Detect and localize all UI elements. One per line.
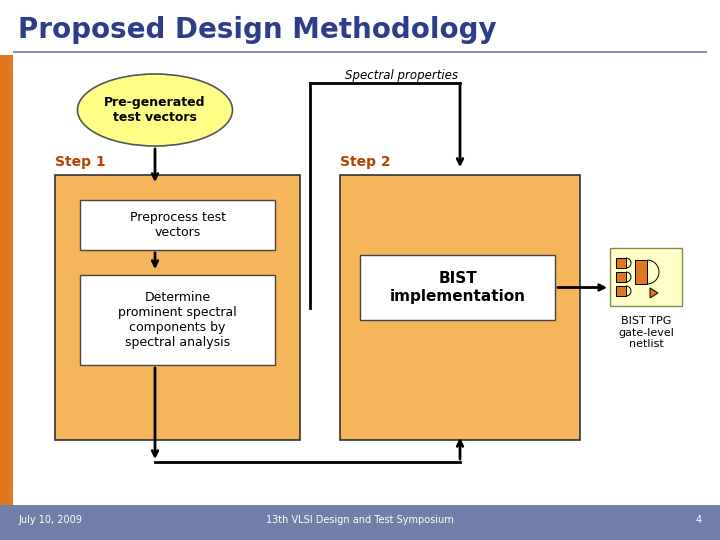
Text: July 10, 2009: July 10, 2009 — [18, 515, 82, 525]
Text: Spectral properties: Spectral properties — [345, 69, 458, 82]
Text: Step 2: Step 2 — [340, 155, 391, 169]
Bar — [340, 175, 580, 440]
Text: Determine
prominent spectral
components by
spectral analysis: Determine prominent spectral components … — [118, 291, 237, 349]
Ellipse shape — [78, 74, 233, 146]
Text: Proposed Design Methodology: Proposed Design Methodology — [18, 16, 497, 44]
Bar — [616, 286, 626, 296]
Text: BIST
implementation: BIST implementation — [390, 271, 526, 303]
Bar — [0, 55, 13, 510]
Text: Pre-generated
test vectors: Pre-generated test vectors — [104, 96, 206, 124]
Bar — [616, 272, 626, 282]
Bar — [360, 255, 555, 320]
Bar — [80, 275, 275, 365]
Text: BIST TPG
gate-level
netlist: BIST TPG gate-level netlist — [618, 316, 674, 349]
Text: 13th VLSI Design and Test Symposium: 13th VLSI Design and Test Symposium — [266, 515, 454, 525]
Bar — [610, 248, 682, 306]
Bar — [55, 175, 300, 440]
Bar — [80, 200, 275, 250]
Text: 4: 4 — [696, 515, 702, 525]
Bar — [635, 260, 647, 284]
Bar — [616, 258, 626, 268]
Text: Preprocess test
vectors: Preprocess test vectors — [130, 211, 225, 239]
Text: Step 1: Step 1 — [55, 155, 106, 169]
Polygon shape — [650, 288, 658, 298]
Bar — [0, 505, 720, 540]
